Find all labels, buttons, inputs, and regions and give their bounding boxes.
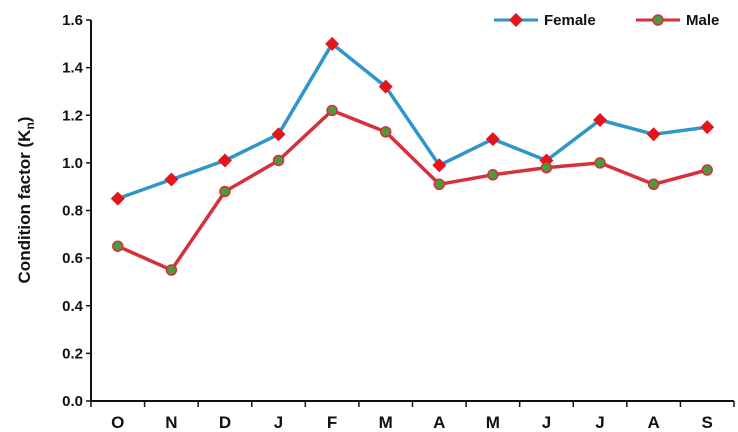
legend-item: Male	[636, 12, 719, 29]
series-male	[112, 104, 713, 276]
x-tick-label: A	[647, 413, 659, 432]
data-point	[594, 157, 606, 169]
x-tick-label: F	[327, 413, 337, 432]
legend-item: Female	[494, 12, 596, 29]
data-point	[646, 127, 661, 142]
y-tick-label: 1.2	[62, 107, 83, 124]
legend-swatch-marker	[652, 14, 664, 26]
data-point	[700, 120, 715, 135]
data-point	[378, 79, 393, 94]
y-tick-label: 0.4	[62, 298, 84, 315]
data-point	[379, 126, 392, 138]
x-tick-label: A	[433, 413, 445, 432]
y-tick-label: 1.4	[62, 60, 84, 77]
data-point	[325, 36, 340, 51]
data-point	[165, 264, 178, 276]
x-tick-label: S	[702, 413, 713, 432]
data-point	[112, 240, 124, 252]
y-axis-title-main: Condition factor (K	[15, 129, 34, 284]
data-point	[271, 127, 286, 142]
y-tick-label: 0.8	[62, 203, 83, 220]
y-tick-label: 0.6	[62, 250, 83, 267]
series-line	[117, 108, 708, 272]
legend: Female Male	[494, 12, 719, 29]
y-tick-label: 0.2	[62, 345, 83, 362]
data-point	[326, 104, 338, 117]
x-tick-label: O	[111, 413, 124, 432]
data-point	[433, 178, 446, 191]
x-tick-label: N	[165, 413, 177, 432]
y-tick-label: 1.6	[62, 12, 83, 29]
data-point	[219, 185, 231, 198]
data-point	[487, 169, 499, 181]
x-tick-label: J	[274, 413, 283, 432]
series-female	[110, 36, 715, 206]
y-axis-ticks: 0.0 0.2 0.4 0.6 0.8 1.0 1.2 1.4 1.6	[62, 12, 91, 410]
legend-label: Female	[544, 12, 596, 29]
data-point	[540, 161, 553, 174]
y-axis-title-subscript: n	[23, 122, 37, 129]
x-tick-label: J	[595, 413, 604, 432]
data-point	[485, 132, 500, 147]
data-point	[272, 154, 285, 167]
legend-swatch-marker	[509, 13, 523, 27]
y-axis-title-close: )	[15, 117, 34, 123]
data-point	[647, 178, 660, 191]
data-point	[217, 153, 232, 168]
legend-label: Male	[686, 12, 719, 29]
y-tick-label: 1.0	[62, 155, 83, 172]
x-tick-label: M	[379, 413, 393, 432]
svg-text:Condition factor (Kn): Condition factor (Kn)	[15, 117, 37, 284]
data-point	[164, 172, 179, 187]
axes	[90, 20, 734, 402]
x-tick-label: M	[486, 413, 500, 432]
data-point	[701, 164, 713, 176]
y-axis-title: Condition factor (Kn)	[15, 117, 37, 284]
x-tick-label: D	[219, 413, 231, 432]
y-tick-label: 0.0	[62, 393, 83, 410]
x-tick-label: J	[542, 413, 551, 432]
series-line	[117, 42, 708, 201]
data-point	[593, 113, 608, 128]
data-point	[432, 158, 447, 173]
series-layer	[110, 36, 715, 276]
data-point	[110, 191, 125, 206]
